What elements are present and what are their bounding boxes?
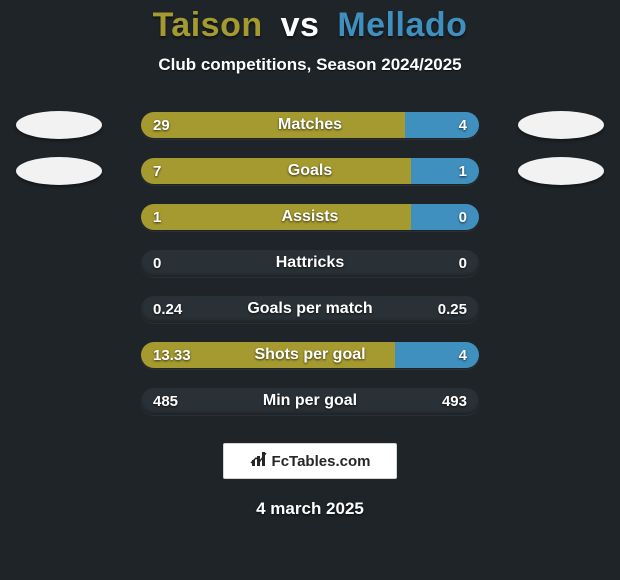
- stat-bar: 0.24 0.25Goals per match: [140, 295, 480, 323]
- stat-value-right: 0: [459, 204, 467, 230]
- stat-rows: 294Matches71Goals10Assists00Hattricks0.2…: [0, 111, 620, 415]
- stat-label: Hattricks: [141, 250, 479, 276]
- stat-row: 294Matches: [0, 111, 620, 139]
- source-badge-text: FcTables.com: [272, 453, 371, 470]
- stat-bar: 0 0Hattricks: [140, 249, 480, 277]
- stat-row: 485 493Min per goal: [0, 387, 620, 415]
- stat-row: 10Assists: [0, 203, 620, 231]
- player1-badge-placeholder: [16, 157, 102, 185]
- stat-bar: 10Assists: [140, 203, 480, 231]
- stat-value-left: 29: [153, 112, 170, 138]
- stat-bar-left-fill: [141, 204, 411, 230]
- page-title: Taison vs Mellado: [153, 6, 468, 45]
- date-label: 4 march 2025: [256, 499, 364, 519]
- stat-row: 0 0Hattricks: [0, 249, 620, 277]
- stat-value-left: 0: [153, 250, 161, 276]
- subtitle: Club competitions, Season 2024/2025: [158, 55, 461, 75]
- player2-name: Mellado: [337, 6, 467, 44]
- stat-value-left: 0.24: [153, 296, 182, 322]
- stat-value-right: 4: [459, 112, 467, 138]
- vs-label: vs: [281, 6, 320, 44]
- source-badge[interactable]: FcTables.com: [223, 443, 397, 479]
- stat-value-right: 493: [442, 388, 467, 414]
- stat-value-right: 0: [459, 250, 467, 276]
- stat-bar-left-fill: [141, 158, 411, 184]
- stat-bar: 485 493Min per goal: [140, 387, 480, 415]
- stat-value-left: 13.33: [153, 342, 191, 368]
- stat-bar: 71Goals: [140, 157, 480, 185]
- stat-value-left: 1: [153, 204, 161, 230]
- player1-name: Taison: [153, 6, 263, 44]
- stat-value-right: 4: [459, 342, 467, 368]
- bar-chart-icon: [250, 450, 268, 473]
- stat-value-right: 1: [459, 158, 467, 184]
- stat-value-left: 7: [153, 158, 161, 184]
- stat-bar-left-fill: [141, 112, 405, 138]
- player1-badge-placeholder: [16, 111, 102, 139]
- stat-bar-right-fill: [411, 204, 479, 230]
- player2-badge-placeholder: [518, 111, 604, 139]
- stat-bar: 13.334Shots per goal: [140, 341, 480, 369]
- stat-value-left: 485: [153, 388, 178, 414]
- stat-row: 71Goals: [0, 157, 620, 185]
- stat-row: 13.334Shots per goal: [0, 341, 620, 369]
- stat-bar-right-fill: [405, 112, 479, 138]
- stat-value-right: 0.25: [438, 296, 467, 322]
- stat-label: Goals per match: [141, 296, 479, 322]
- comparison-card: Taison vs Mellado Club competitions, Sea…: [0, 0, 620, 580]
- stat-bar: 294Matches: [140, 111, 480, 139]
- stat-row: 0.24 0.25Goals per match: [0, 295, 620, 323]
- stat-bar-right-fill: [411, 158, 479, 184]
- stat-label: Min per goal: [141, 388, 479, 414]
- player2-badge-placeholder: [518, 157, 604, 185]
